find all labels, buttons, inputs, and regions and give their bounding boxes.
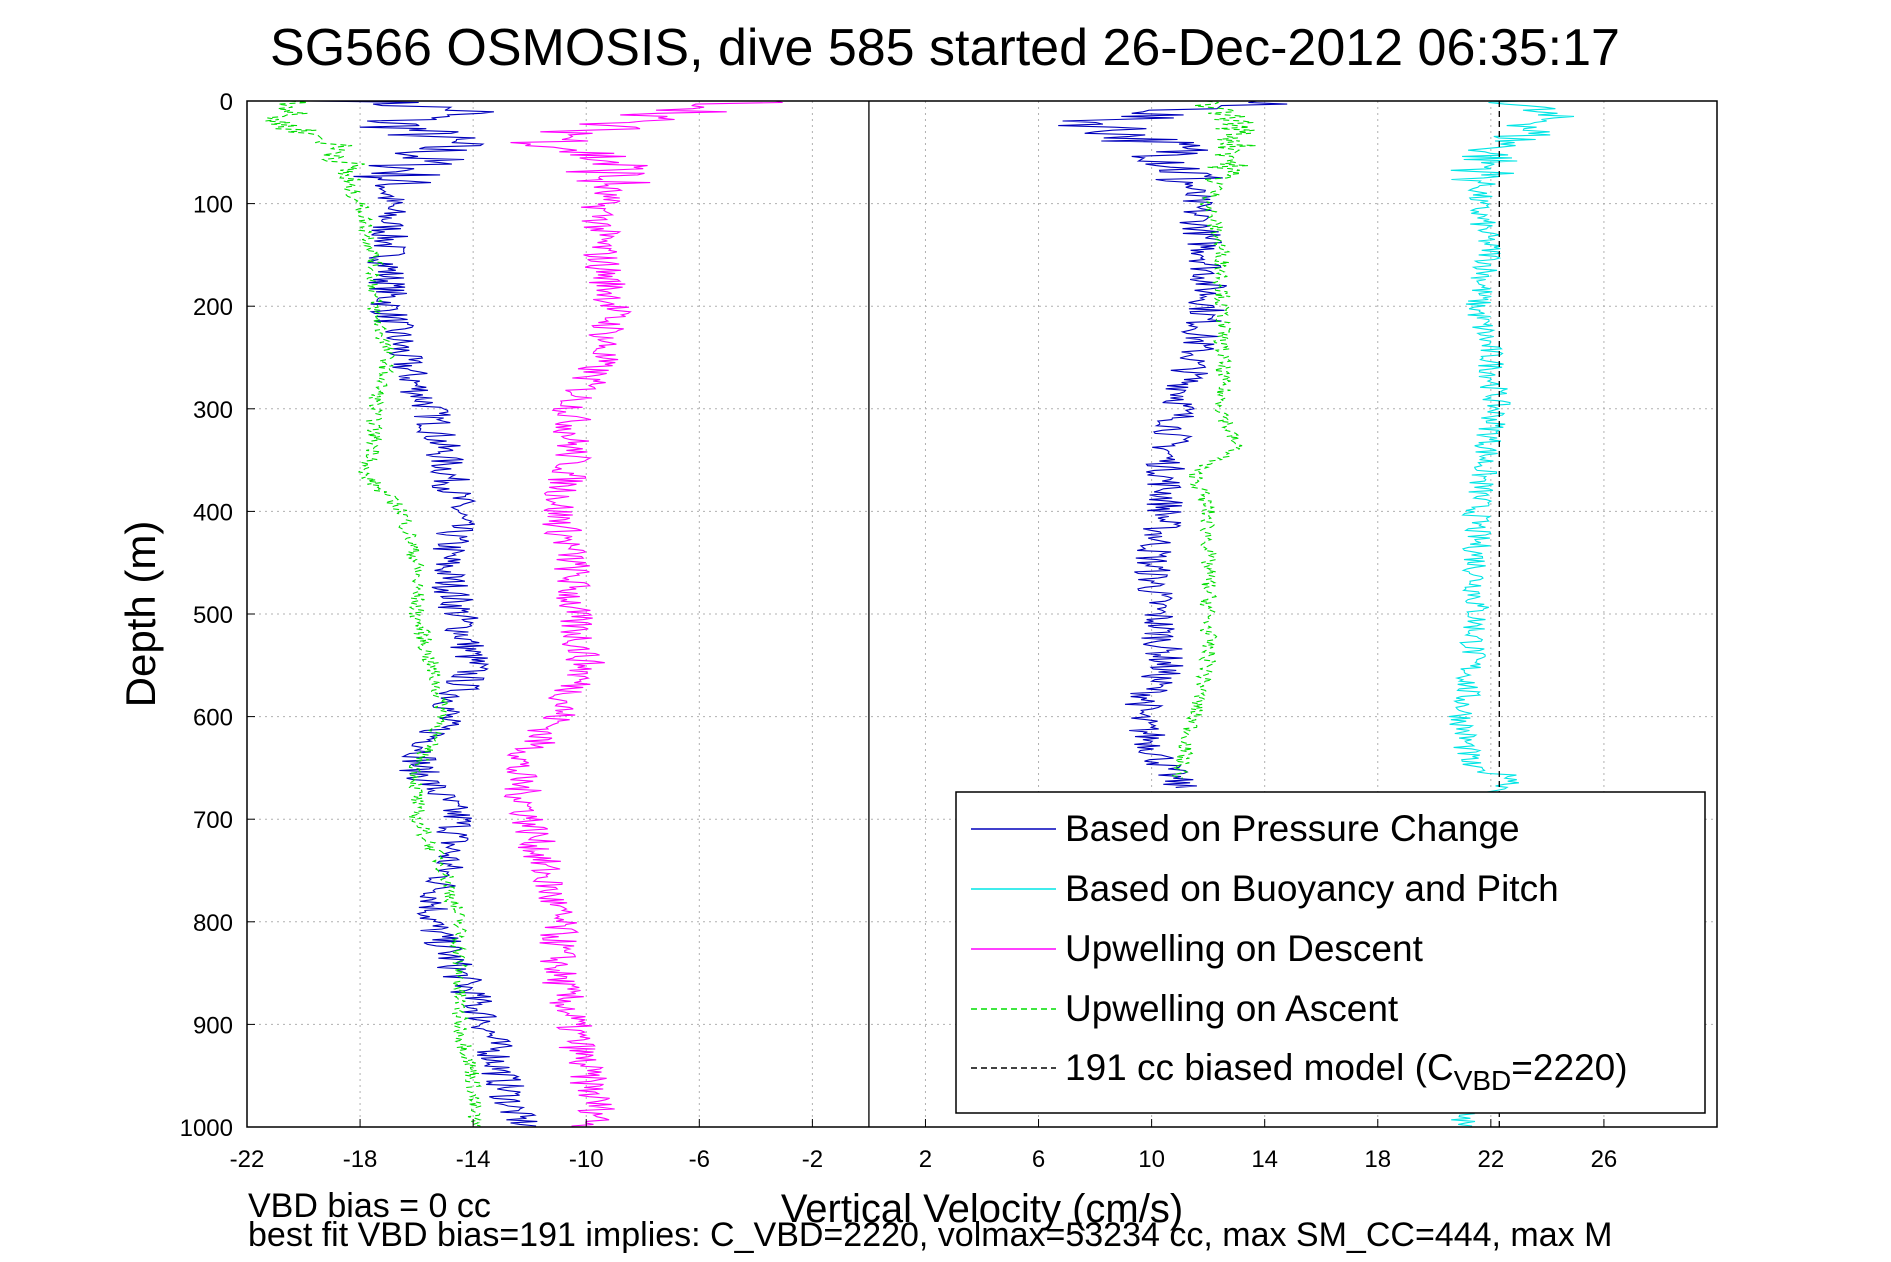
y-tick-label: 500 — [193, 602, 233, 629]
x-tick-label: 10 — [1138, 1146, 1165, 1173]
x-tick-label: 2 — [919, 1146, 932, 1173]
chart-title: SG566 OSMOSIS, dive 585 started 26-Dec-2… — [270, 19, 1620, 77]
legend-label: Based on Pressure Change — [1065, 808, 1520, 849]
legend-entries: Based on Pressure Change Based on Buoyanc… — [971, 808, 1559, 1029]
y-tick-label: 300 — [193, 397, 233, 424]
legend-label-biased-model: 191 cc biased model (CVBD=2220) — [1065, 1047, 1628, 1096]
y-axis-label: Depth (m) — [117, 521, 164, 708]
y-tick-label: 100 — [193, 192, 233, 219]
legend: Based on Pressure Change Based on Buoyanc… — [955, 791, 1706, 1114]
legend-box — [955, 791, 1706, 1114]
x-tick-label: 14 — [1251, 1146, 1278, 1173]
footer-vbd-bias: VBD bias = 0 cc — [248, 1187, 491, 1225]
axis-ticks: -22 -18 -14 -10 -6 -2 2 6 10 14 18 22 26010020030040… — [180, 89, 1618, 1173]
x-tick-label: -14 — [456, 1146, 491, 1173]
x-tick-label: -10 — [569, 1146, 604, 1173]
y-tick-label: 0 — [220, 89, 233, 116]
x-tick-label: 22 — [1477, 1146, 1504, 1173]
y-tick-label: 900 — [193, 1012, 233, 1039]
series-upwelling-descent — [503, 100, 783, 1127]
x-tick-label: 26 — [1591, 1146, 1618, 1173]
legend-biased-suffix: =2220) — [1511, 1047, 1627, 1088]
series-upwelling-ascent — [265, 100, 482, 1127]
x-tick-label: -2 — [802, 1146, 823, 1173]
y-tick-label: 600 — [193, 705, 233, 732]
y-tick-label: 200 — [193, 294, 233, 321]
legend-biased-subscript: VBD — [1454, 1065, 1512, 1096]
x-tick-label: 6 — [1032, 1146, 1045, 1173]
legend-label: Based on Buoyancy and Pitch — [1065, 868, 1559, 909]
y-tick-label: 400 — [193, 499, 233, 526]
x-tick-label: -6 — [689, 1146, 710, 1173]
x-tick-label: 18 — [1364, 1146, 1391, 1173]
series-upwelling-ascent-ascent — [1169, 100, 1257, 779]
series-pressure-change-ascent — [1058, 100, 1288, 788]
y-tick-label: 700 — [193, 807, 233, 834]
y-tick-label: 800 — [193, 910, 233, 937]
y-tick-label: 1000 — [180, 1115, 233, 1142]
x-axis-label: Vertical Velocity (cm/s) — [781, 1187, 1183, 1231]
legend-label: Upwelling on Descent — [1065, 928, 1424, 969]
legend-label: Upwelling on Ascent — [1065, 988, 1399, 1029]
x-tick-label: -22 — [230, 1146, 265, 1173]
footer-best-fit: best fit VBD bias=191 implies: C_VBD=222… — [248, 1216, 1612, 1254]
legend-biased-prefix: 191 cc biased model (C — [1065, 1047, 1454, 1088]
series-pressure-change — [310, 100, 538, 1127]
x-tick-label: -18 — [343, 1146, 378, 1173]
